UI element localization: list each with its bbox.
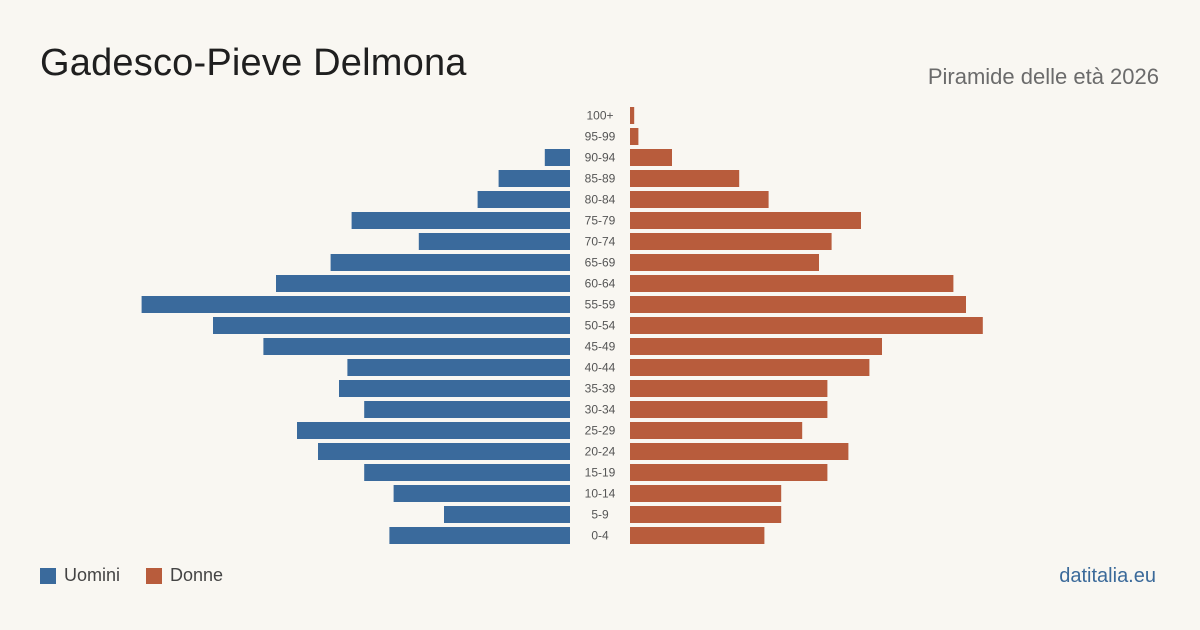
age-label-60-64: 60-64 (585, 277, 616, 291)
bar-women-80-84 (630, 191, 769, 208)
legend-label-men: Uomini (64, 565, 121, 585)
age-label-70-74: 70-74 (585, 235, 616, 249)
bar-women-20-24 (630, 443, 849, 460)
age-label-5-9: 5-9 (591, 508, 609, 522)
bar-women-10-14 (630, 485, 782, 502)
age-label-0-4: 0-4 (591, 529, 609, 543)
bar-women-55-59 (630, 296, 966, 313)
age-label-15-19: 15-19 (585, 466, 616, 480)
bar-women-100+ (630, 107, 635, 124)
bar-women-90-94 (630, 149, 672, 166)
bar-women-5-9 (630, 506, 782, 523)
bar-women-50-54 (630, 317, 983, 334)
chart-title: Gadesco-Pieve Delmona (40, 42, 467, 84)
age-label-40-44: 40-44 (585, 361, 616, 375)
bar-women-70-74 (630, 233, 832, 250)
legend-item-men: Uomini (40, 565, 120, 586)
bar-men-15-19 (364, 464, 570, 481)
legend-swatch-men (40, 567, 56, 584)
bar-women-35-39 (630, 380, 828, 397)
bar-women-30-34 (630, 401, 828, 418)
bar-men-60-64 (276, 275, 570, 292)
bar-men-5-9 (444, 506, 570, 523)
population-pyramid: 100+ 95-99 90-94 85-89 80-84 75-79 70-74 65-69 6… (141, 107, 983, 544)
bar-women-45-49 (630, 338, 882, 355)
bar-men-0-4 (389, 527, 570, 544)
bar-women-0-4 (630, 527, 765, 544)
age-label-85-89: 85-89 (585, 172, 616, 186)
bar-men-55-59 (141, 296, 570, 313)
bar-men-90-94 (544, 149, 570, 166)
bar-men-50-54 (213, 317, 570, 334)
bar-women-15-19 (630, 464, 828, 481)
age-label-95-99: 95-99 (585, 130, 616, 144)
age-label-50-54: 50-54 (585, 319, 616, 333)
bar-men-10-14 (393, 485, 570, 502)
age-label-80-84: 80-84 (585, 193, 616, 207)
bar-men-85-89 (498, 170, 570, 187)
bar-women-65-69 (630, 254, 819, 271)
age-label-45-49: 45-49 (585, 340, 616, 354)
bar-women-25-29 (630, 422, 803, 439)
bar-women-95-99 (630, 128, 639, 145)
bar-men-35-39 (339, 380, 570, 397)
source-link[interactable]: datitalia.eu (1059, 565, 1156, 587)
bar-women-40-44 (630, 359, 870, 376)
age-label-20-24: 20-24 (585, 445, 616, 459)
legend-swatch-women (146, 567, 163, 584)
bar-men-65-69 (330, 254, 570, 271)
bar-women-85-89 (630, 170, 740, 187)
bar-men-25-29 (297, 422, 570, 439)
age-label-90-94: 90-94 (585, 151, 616, 165)
age-label-65-69: 65-69 (585, 256, 616, 270)
age-label-25-29: 25-29 (585, 424, 616, 438)
age-label-10-14: 10-14 (585, 487, 616, 501)
bar-men-70-74 (418, 233, 570, 250)
age-label-35-39: 35-39 (585, 382, 616, 396)
legend-item-women: Donne (146, 565, 223, 586)
bar-women-60-64 (630, 275, 954, 292)
bar-men-75-79 (351, 212, 570, 229)
legend: Uomini Donne (40, 565, 249, 586)
bar-men-80-84 (477, 191, 570, 208)
bar-men-20-24 (318, 443, 570, 460)
age-label-55-59: 55-59 (585, 298, 616, 312)
age-label-75-79: 75-79 (585, 214, 616, 228)
legend-label-women: Donne (170, 565, 224, 585)
bar-men-40-44 (347, 359, 570, 376)
bar-women-75-79 (630, 212, 861, 229)
bar-men-30-34 (364, 401, 570, 418)
age-label-30-34: 30-34 (585, 403, 616, 417)
chart-subtitle: Piramide delle età 2026 (927, 64, 1159, 89)
bar-men-45-49 (263, 338, 570, 355)
age-label-100+: 100+ (586, 109, 613, 123)
